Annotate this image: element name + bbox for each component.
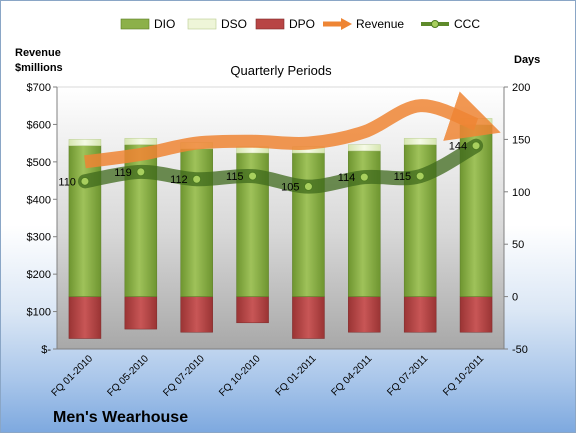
left-tick-label: $300 [27,232,51,244]
bar-dio [68,145,102,297]
revenue-line [84,91,501,169]
right-tick-label: 0 [512,292,518,304]
bar-dpo [124,296,158,330]
bar-dpo [236,296,269,324]
legend-label-dpo: DPO [289,17,315,31]
revenue-series [84,91,501,169]
x-tick-label: FQ 07-2010 [161,353,207,399]
legend-swatch-dso [187,18,217,30]
chart-title: Quarterly Periods [230,63,332,78]
x-tick-label: FQ 01-2011 [274,353,319,398]
ccc-point [303,182,313,192]
left-tick-label: $700 [27,82,51,94]
left-tick-label: $500 [27,157,51,169]
left-axis: $- $100 $200 $300 $400 $500 $600 $700 [27,82,504,356]
bar-dso [124,138,158,145]
legend-label-dio: DIO [154,17,175,31]
plot-area [56,86,505,350]
legend-label-dso: DSO [221,17,247,31]
bar-dpo [459,296,493,333]
ccc-point [359,172,369,182]
ccc-point [248,171,258,181]
bar-dpo [348,296,381,333]
legend-swatch-revenue [323,18,352,30]
x-tick-label: FQ 07-2011 [385,353,430,398]
ccc-series: 110 119 112 115 105 114 115 144 [58,138,484,194]
right-axis: -50 0 50 100 150 200 [503,82,530,356]
left-tick-label: $- [41,344,51,356]
bar-dio [292,152,325,297]
right-tick-label: -50 [512,344,528,356]
bar-dpo [403,296,437,333]
bar-dpo [68,296,102,339]
ccc-data-label: 105 [281,182,299,194]
x-tick-label: FQ 01-2010 [50,353,96,399]
ccc-point [415,171,425,181]
ccc-data-label: 144 [449,141,467,153]
right-tick-label: 50 [512,239,524,251]
ccc-point [80,176,90,186]
ccc-data-label: 119 [114,167,132,179]
ccc-point [192,174,202,184]
ccc-point [471,141,481,151]
bar-dpo [292,296,325,339]
right-axis-label: Days [514,54,540,66]
left-tick-label: $100 [27,307,51,319]
left-tick-label: $200 [27,269,51,281]
x-tick-label: FQ 04-2011 [329,353,374,398]
legend-swatch-dpo [255,18,285,30]
left-tick-label: $600 [27,119,51,131]
bar-dso [68,139,102,146]
x-axis: FQ 01-2010 FQ 05-2010 FQ 07-2010 FQ 10-2010… [50,353,487,399]
ccc-data-label: 114 [338,172,356,184]
bar-dso [348,144,381,152]
right-tick-label: 150 [512,134,530,146]
bar-dso [403,138,437,145]
legend: DIO DSO DPO Revenue CCC [120,17,480,31]
x-tick-label: FQ 10-2011 [441,353,486,398]
legend-swatch-ccc [421,20,449,28]
legend-label-ccc: CCC [454,17,480,31]
bar-dpo [180,296,213,333]
legend-swatch-dio [120,18,150,30]
company-name: Men's Wearhouse [53,409,188,426]
left-axis-label-line1: Revenue [15,47,61,59]
ccc-data-label: 115 [226,171,244,183]
right-tick-label: 100 [512,187,530,199]
x-tick-label: FQ 10-2010 [217,353,263,399]
right-tick-label: 200 [512,82,530,94]
ccc-point [136,167,146,177]
ccc-data-label: 115 [394,171,412,183]
left-tick-label: $400 [27,194,51,206]
x-tick-label: FQ 05-2010 [105,353,151,399]
ccc-data-label: 110 [58,176,76,188]
ccc-data-label: 112 [170,174,188,186]
left-axis-label-line2: $millions [15,62,63,74]
legend-label-revenue: Revenue [356,17,404,31]
